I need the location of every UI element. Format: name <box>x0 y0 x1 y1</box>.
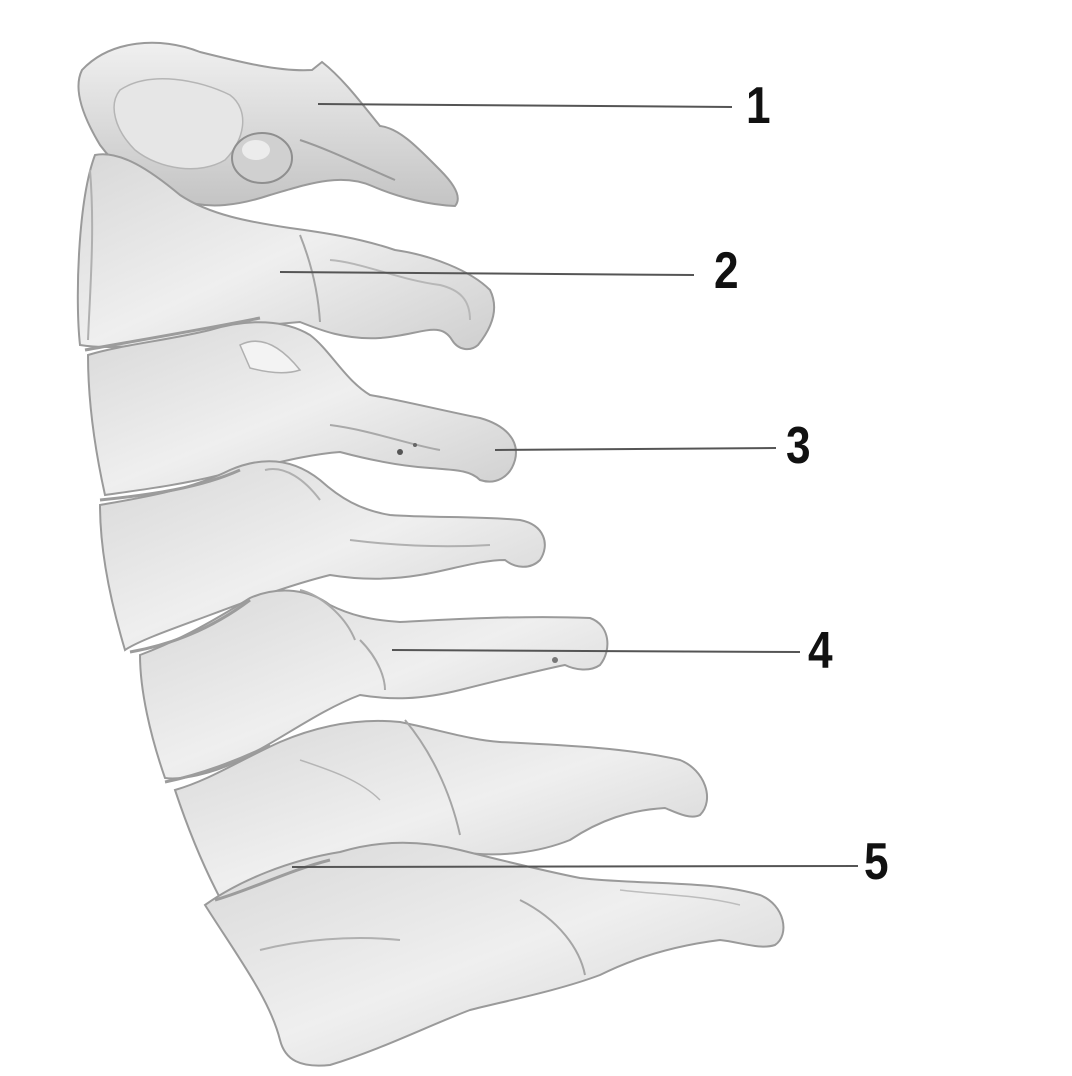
label-4: 4 <box>808 622 833 680</box>
label-2: 2 <box>714 242 739 300</box>
leader-line-5 <box>291 865 859 868</box>
leader-line-4 <box>391 649 801 653</box>
label-1: 1 <box>746 77 771 135</box>
leader-line-2 <box>279 271 695 276</box>
intervertebral-disc-lines <box>84 316 331 902</box>
leader-lines <box>279 103 859 868</box>
vertebra-c4 <box>98 460 546 652</box>
vertebra-c5 <box>138 589 609 780</box>
vertebra-c7 <box>203 841 785 1067</box>
leader-line-3 <box>494 447 777 451</box>
label-5: 5 <box>864 833 889 891</box>
vertebra-c3 <box>86 321 517 497</box>
leader-line-1 <box>317 103 733 108</box>
vertebra-c1-atlas <box>77 41 459 208</box>
label-3: 3 <box>786 417 811 475</box>
